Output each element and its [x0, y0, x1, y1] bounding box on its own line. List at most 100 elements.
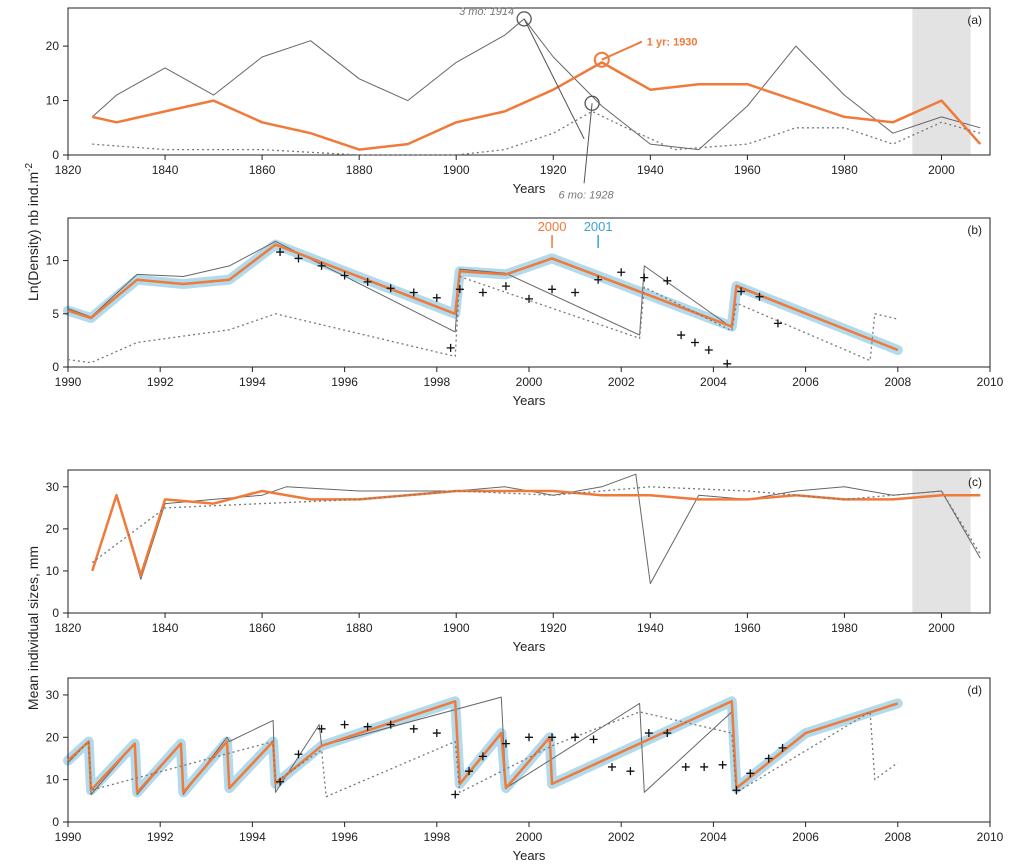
panel-2-observed-point [723, 359, 732, 368]
panel-1-annotation-label: 6 mo: 1928 [559, 189, 615, 201]
panel-4-x-tick-label: 2010 [977, 830, 1004, 844]
observations [276, 248, 787, 799]
y-axis-label-size: Mean individual sizes, mm [25, 546, 41, 710]
panel-2-series-1-yr [67, 243, 899, 352]
panel-1-x-tick-label: 1840 [152, 163, 179, 177]
panel-1-annotation-leader [601, 40, 643, 61]
panel-4-observed-point [525, 733, 533, 742]
panel-3-x-tick-label: 1860 [249, 621, 276, 635]
panel-2-observed-point [548, 285, 557, 294]
panel-1-x-tick-label: 1820 [55, 163, 82, 177]
panel-4-x-tick-label: 1996 [331, 830, 358, 844]
axes: 1820 1840 1860 1880 1900 1920 1940 1960 1980 2000… [46, 7, 1004, 863]
panel-2-x-tick-label: 1992 [147, 375, 174, 389]
panel-3-y-tick-label: 30 [46, 480, 60, 494]
panel-3-x-axis-label: Years [513, 639, 546, 654]
panel-4-observed-point [718, 760, 727, 769]
panel-4-observed-point [607, 762, 616, 771]
panel-2-observed-point [340, 271, 349, 280]
panel-4-x-tick-label: 1994 [239, 830, 266, 844]
panel-3-frame [67, 469, 991, 614]
panel-1-x-tick-label: 1940 [637, 163, 664, 177]
panel-2-observed-point [525, 294, 533, 303]
panel-2-x-tick-label: 2010 [977, 375, 1004, 389]
panel-2-observed-point [501, 282, 510, 291]
panel-1-x-tick-label: 1880 [346, 163, 373, 177]
panel-4-x-tick-label: 2008 [884, 830, 911, 844]
panel-1-annotation-label: 1 yr: 1930 [647, 37, 698, 49]
panel-4-observed-point [644, 729, 653, 738]
panel-1-x-tick-label: 2000 [928, 163, 955, 177]
panel-2-observed-point [363, 277, 372, 286]
panel-4-observed-point [276, 777, 285, 786]
panel-2-observed-point [276, 248, 285, 257]
panel-4-observed-point [589, 735, 598, 744]
panel-3-y-tick-label: 10 [46, 564, 60, 578]
panel-4-observed-point [571, 733, 580, 742]
panel-3-x-tick-label: 1920 [540, 621, 567, 635]
panel-1-shaded-region [912, 8, 971, 155]
panel-4-frame [67, 677, 991, 823]
panel-2-observed-point [640, 273, 649, 282]
panel-4-observed-point [746, 769, 755, 778]
panel-1-frame [67, 7, 991, 156]
panel-2-year-marker-label: 2001 [584, 219, 613, 234]
panel-4-x-tick-label: 2000 [516, 830, 543, 844]
panel-2-observed-point [594, 275, 603, 284]
panel-2-observed-point [737, 287, 746, 296]
panel-2-observed-point [294, 254, 303, 263]
panel-3-x-tick-label: 1840 [152, 621, 179, 635]
panel-4-observed-point [432, 729, 441, 738]
y-axis-label-density-superscript: -2 [24, 163, 35, 172]
y-axis-label-density: Ln(Density) nb ind.m-2 [24, 163, 41, 302]
panel-4-series-1-yr [67, 700, 899, 794]
envelopes [63, 239, 903, 798]
panel-2-x-tick-label: 2008 [884, 375, 911, 389]
panel-1-annotation-leader [523, 18, 585, 140]
panel-2-observed-point [386, 284, 395, 293]
panel-3-y-tick-label: 0 [52, 606, 59, 620]
panel-1-x-tick-label: 1960 [734, 163, 761, 177]
annotations: 3 mo: 1914 1 yr: 1930 6 mo: 1928 2000 2001 [459, 6, 698, 248]
panel-3-x-tick-label: 2000 [928, 621, 955, 635]
panel-1-x-tick-label: 1900 [443, 163, 470, 177]
panel-4-x-tick-label: 2006 [792, 830, 819, 844]
panel-1-annotation-label: 3 mo: 1914 [459, 6, 514, 18]
panel-4-y-tick-label: 10 [46, 773, 60, 787]
panel-3-y-tick-label: 20 [46, 522, 60, 536]
panel-4-x-tick-label: 1992 [147, 830, 174, 844]
panel-3-x-tick-label: 1940 [637, 621, 664, 635]
panel-4-x-tick-label: 2004 [700, 830, 727, 844]
panel-2-observed-point [571, 288, 580, 297]
panel-4-observed-point [409, 724, 418, 733]
panel-1-annotation-circle [516, 11, 532, 27]
panel-1-y-tick-label: 20 [46, 39, 60, 53]
panel-2-y-tick-label: 10 [46, 254, 60, 268]
panel-2-x-tick-label: 2000 [516, 375, 543, 389]
panel-2-observed-point [478, 288, 487, 297]
panel-4-observed-point [340, 720, 349, 729]
panel-2-observed-point [617, 268, 626, 277]
panel-4-x-axis-label: Years [513, 848, 546, 863]
panel-2-frame [67, 217, 991, 368]
series [67, 18, 982, 798]
panel-4-observed-point [778, 743, 787, 752]
panel-1-x-tick-label: 1860 [249, 163, 276, 177]
panel-2-x-tick-label: 2006 [792, 375, 819, 389]
panel-2-y-tick-label: 0 [52, 360, 59, 374]
panel-3-series-1-yr [91, 489, 981, 577]
panel-2-observed-point [690, 338, 699, 347]
panel-2-x-tick-label: 2002 [608, 375, 635, 389]
panel-2-label: (b) [967, 223, 982, 237]
panel-3-label: (c) [968, 475, 982, 489]
panel-4-x-tick-label: 1990 [55, 830, 82, 844]
panel-2-observed-point [409, 288, 418, 297]
panel-3-x-tick-label: 1820 [55, 621, 82, 635]
panel-2-envelope [63, 239, 903, 355]
panel-4-label: (d) [967, 683, 982, 697]
panel-3-shaded-region [912, 470, 971, 613]
panel-1-y-tick-label: 10 [46, 94, 60, 108]
panel-2-observed-point [317, 261, 326, 270]
panel-4-observed-point [548, 733, 557, 742]
